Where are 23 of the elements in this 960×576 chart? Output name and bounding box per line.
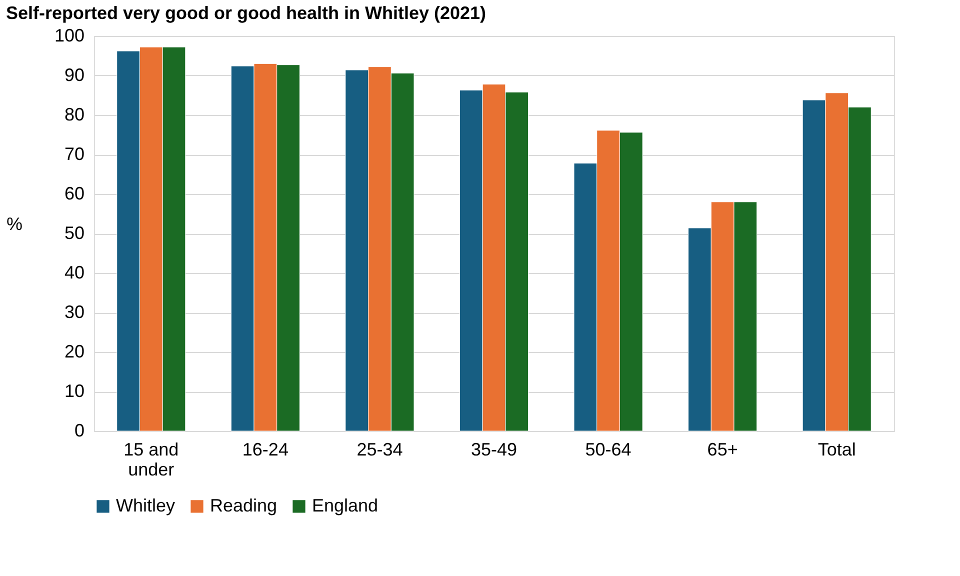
y-tick-label: 10: [64, 381, 84, 401]
legend-label: Whitley: [116, 495, 176, 516]
chart-title: Self-reported very good or good health in Whitley (2021): [6, 3, 486, 23]
y-tick-label: 20: [64, 342, 84, 362]
x-tick-label: 35-49: [470, 440, 518, 460]
y-tick-label: 90: [64, 65, 84, 85]
y-tick-label: 80: [64, 104, 84, 124]
x-tick-label: 65+: [707, 440, 738, 460]
legend-label: Reading: [210, 495, 278, 516]
legend-label: England: [312, 495, 378, 516]
y-tick-label: 0: [74, 420, 84, 440]
x-tick-label: Total: [818, 440, 856, 460]
y-axis-title: %: [6, 214, 22, 234]
x-tick-label: 50-64: [585, 440, 632, 460]
x-tick-label: 15 and under: [124, 440, 179, 480]
x-tick-label: 16-24: [242, 440, 288, 460]
y-tick-label: 70: [64, 144, 84, 164]
y-tick-label: 40: [64, 262, 84, 282]
y-tick-label: 60: [64, 184, 84, 204]
y-tick-label: 30: [64, 302, 84, 322]
x-tick-label: 25-34: [356, 440, 403, 460]
y-tick-label: 100: [54, 26, 84, 46]
y-tick-label: 50: [64, 223, 84, 243]
